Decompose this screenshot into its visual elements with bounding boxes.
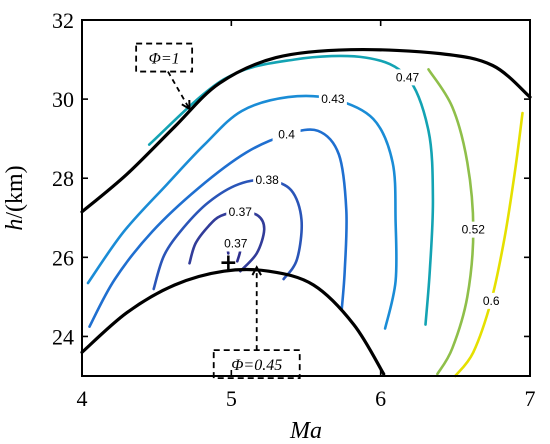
annotation-box-1	[212, 349, 301, 380]
x-tick-label: 5	[226, 386, 237, 411]
annotation-text-0: Φ=1	[149, 51, 180, 68]
y-tick-label: 30	[52, 87, 74, 112]
contour-labels: 0.37 0.37 0.38 0.4 0.43 0.47 0.52 0.6	[221, 69, 506, 309]
contour-label-bg	[253, 172, 282, 189]
boundary-line-0	[80, 47, 532, 214]
y-tick-label: 24	[52, 324, 74, 349]
contour-line-7	[454, 111, 524, 378]
annotation-box-0	[135, 42, 194, 73]
contour-label: 0.37	[229, 205, 253, 219]
contour-label-bg	[393, 69, 422, 86]
x-tick-label: 4	[77, 386, 88, 411]
x-tick-label: 7	[525, 386, 536, 411]
contour-label: 0.38	[255, 173, 279, 187]
optimum-layer: +	[219, 250, 237, 275]
y-axis-label-unit: /(km)	[2, 165, 28, 218]
contour-label-bg	[459, 221, 488, 238]
annotation-text-1: Φ=0.45	[231, 357, 282, 374]
x-axis-label: Ma	[289, 418, 322, 444]
annotation-arrowhead-1	[251, 265, 262, 276]
axis-ticks: 4 5 6 7 24 26 28 30 32	[52, 8, 536, 411]
plot-frame	[81, 19, 531, 377]
contour-line-4	[86, 94, 398, 330]
y-tick-label: 26	[52, 245, 74, 270]
optimum-marker: +	[219, 250, 237, 275]
contour-label: 0.6	[483, 294, 500, 308]
x-tick-label: 6	[375, 386, 386, 411]
contour-label-bg	[221, 235, 250, 252]
contour-label: 0.43	[321, 92, 345, 106]
contour-label-bg	[318, 91, 347, 108]
contour-label: 0.47	[396, 70, 420, 84]
boundary-lines	[80, 47, 532, 376]
boundary-line-1	[80, 267, 386, 376]
y-axis-label-symbol: h	[2, 219, 28, 231]
contour-label: 0.37	[224, 236, 248, 250]
contour-label: 0.4	[278, 128, 295, 142]
annotation-layer: Φ=1 Φ=0.45	[135, 42, 301, 380]
contour-label: 0.52	[462, 223, 486, 237]
y-tick-label: 28	[52, 166, 74, 191]
contour-label-bg	[477, 292, 506, 309]
contour-label-bg	[272, 126, 301, 143]
annotation-arrowhead-0	[181, 99, 191, 111]
contour-lines	[86, 54, 524, 378]
contour-label-bg	[226, 203, 255, 220]
y-tick-label: 32	[52, 8, 74, 33]
y-axis-label: h/(km)	[2, 165, 28, 230]
annotation-arrow-0	[167, 71, 191, 110]
